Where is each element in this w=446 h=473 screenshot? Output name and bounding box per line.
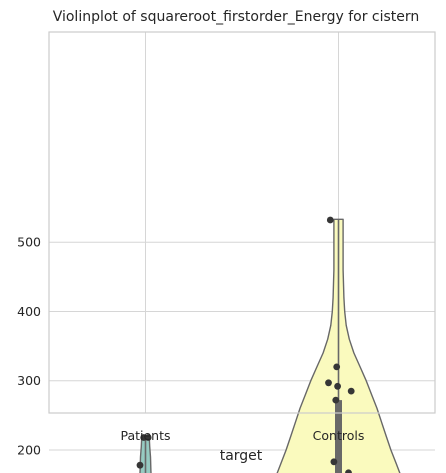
data-point: [334, 383, 341, 390]
plot-frame: [49, 32, 435, 413]
x-tick-label: Patients: [120, 428, 170, 443]
spine-layer: [49, 32, 435, 413]
y-tick-label: 400: [17, 304, 41, 319]
y-tick-label: 500: [17, 235, 41, 250]
y-tick-label: 300: [17, 373, 41, 388]
data-point: [325, 379, 332, 386]
x-axis-label: target: [220, 448, 263, 464]
y-tick-label: 200: [17, 442, 41, 457]
data-point: [348, 388, 355, 395]
chart-title: Violinplot of squareroot_firstorder_Ener…: [53, 9, 420, 25]
data-point: [332, 397, 339, 404]
data-point: [333, 364, 340, 371]
data-point: [137, 462, 144, 469]
tick-layer: 100200300400500PatientsControls: [17, 235, 364, 473]
data-point: [327, 217, 334, 224]
data-point: [331, 458, 338, 465]
x-tick-label: Controls: [313, 428, 365, 443]
